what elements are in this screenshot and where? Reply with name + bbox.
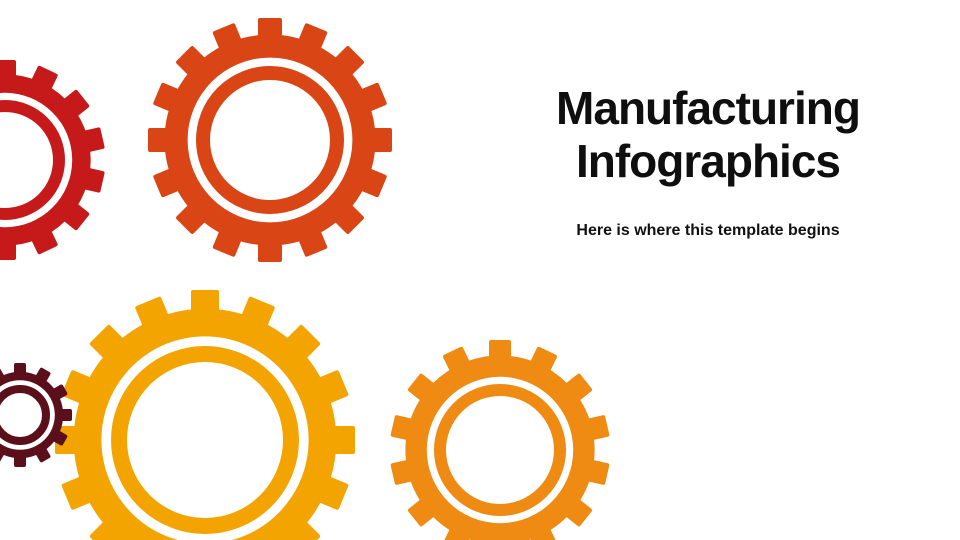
gear-top-left-red [0,60,105,260]
gear-graphics [0,0,960,540]
title-block: Manufacturing Infographics Here is where… [498,82,918,240]
title-line-1: Manufacturing [556,82,860,134]
slide-subtitle: Here is where this template begins [498,222,918,240]
gear-top-orange [148,18,392,262]
slide-title: Manufacturing Infographics [498,82,918,188]
gear-bottom-yellow [55,290,355,540]
gear-right-orange [390,340,609,540]
slide-canvas: Manufacturing Infographics Here is where… [0,0,960,540]
title-line-2: Infographics [576,135,840,187]
